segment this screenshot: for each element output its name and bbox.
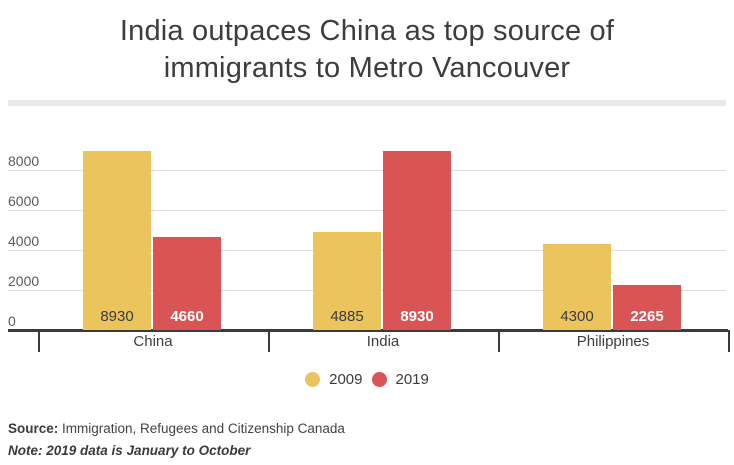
legend-label-2009: 2009 — [329, 371, 363, 388]
bar-china-2009 — [83, 151, 151, 330]
chart-legend: 2009 2019 — [0, 371, 734, 388]
category-label-india: India — [366, 333, 400, 350]
x-axis-line — [8, 329, 728, 332]
category-divider — [38, 330, 40, 352]
bar-value-label: 4660 — [170, 308, 204, 325]
bar-value-label: 4300 — [560, 308, 594, 325]
category-divider — [268, 330, 270, 352]
legend-item-2009: 2009 — [305, 371, 363, 388]
category-label-china: China — [133, 333, 173, 350]
y-tick-label-4000: 4000 — [8, 233, 40, 249]
bar-india-2019 — [383, 151, 451, 330]
bar-value-label: 2265 — [630, 308, 664, 325]
source-label: Source: — [8, 421, 59, 436]
chart-title-line-1: India outpaces China as top source of — [119, 15, 615, 47]
y-tick-label-0: 0 — [8, 313, 16, 329]
source-line: Source: Immigration, Refugees and Citize… — [8, 420, 345, 437]
legend-swatch-2019 — [371, 372, 387, 387]
y-tick-label-6000: 6000 — [8, 193, 40, 209]
gridline-6000 — [8, 210, 726, 211]
bar-value-label: 4885 — [330, 308, 364, 325]
bar-india-2009 — [313, 232, 381, 330]
bar-value-label: 8930 — [100, 308, 134, 325]
y-tick-label-2000: 2000 — [8, 273, 40, 289]
legend-label-2019: 2019 — [395, 371, 429, 388]
category-divider — [498, 330, 500, 352]
legend-swatch-2009 — [305, 372, 321, 387]
bar-philippines-2019 — [613, 285, 681, 330]
y-tick-label-8000: 8000 — [8, 153, 40, 169]
category-divider — [728, 330, 730, 352]
category-label-philippines: Philippines — [576, 333, 650, 350]
gridline-8000 — [8, 170, 726, 171]
title-divider — [8, 100, 726, 106]
bar-china-2019 — [153, 237, 221, 330]
bar-philippines-2009 — [543, 244, 611, 330]
legend-item-2019: 2019 — [371, 371, 429, 388]
bar-value-label: 8930 — [400, 308, 434, 325]
note-line: Note: 2019 data is January to October — [8, 443, 251, 458]
chart-footer: Source: Immigration, Refugees and Citize… — [8, 420, 345, 459]
chart-title-line-2: immigrants to Metro Vancouver — [163, 52, 571, 84]
chart-title: India outpaces China as top source of im… — [0, 0, 734, 87]
source-text: Immigration, Refugees and Citizenship Ca… — [58, 421, 345, 436]
